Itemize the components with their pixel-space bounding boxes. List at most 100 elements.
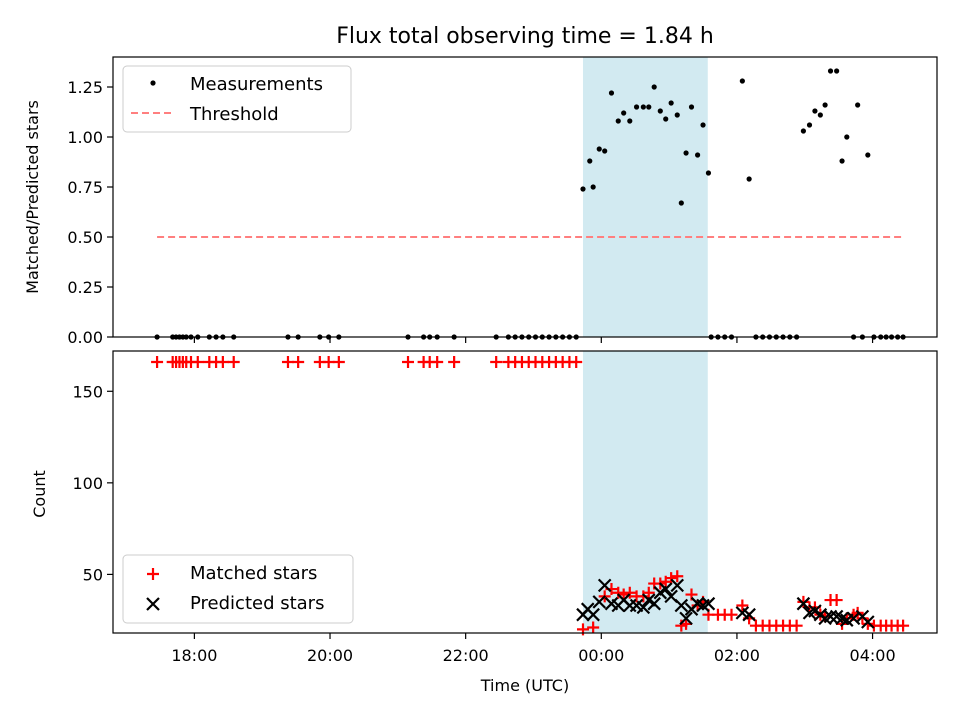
xtick-label: 02:00 [714,646,760,665]
predicted-star-marker [861,615,875,629]
measurement-point [812,108,818,114]
top-ytick-label: 0.75 [67,178,103,197]
matched-star-marker [642,586,655,599]
matched-star-marker [612,586,625,599]
measurement-point [855,102,861,108]
bottom-legend: Matched stars Predicted stars [122,554,354,624]
matched-star-marker [671,570,684,583]
measurement-point [668,100,674,106]
matched-star-marker [790,619,803,632]
matched-star-marker [332,355,345,368]
matched-star-marker [281,355,294,368]
measurement-point [590,184,596,190]
matched-star-marker [227,355,240,368]
predicted-star-marker [823,609,838,624]
measurement-point [633,104,640,110]
legend-matched-marker [147,568,159,580]
measurement-point [674,112,680,118]
matched-star-marker [797,595,810,608]
xtick-label: 18:00 [171,646,217,665]
predicted-star-marker [636,600,651,615]
matched-star-marker [292,355,305,368]
predicted-star-marker [658,582,673,596]
top-ytick-label: 1.00 [67,128,103,147]
measurement-point [580,186,586,192]
measurement-point [865,152,871,158]
matched-star-marker [431,355,444,368]
legend-predicted-label: Predicted stars [190,593,324,614]
matched-star-marker [191,355,204,368]
matched-star-marker [856,612,869,625]
measurement-point [822,102,828,108]
matched-star-marker [665,572,678,585]
measurement-point [621,110,627,116]
measurement-point [678,200,684,206]
measurement-point [827,68,834,74]
predicted-star-marker [701,596,716,611]
predicted-star-marker [674,598,689,613]
matched-star-marker [736,599,749,612]
predicted-star-marker [592,595,607,609]
measurement-point [700,122,706,128]
predicted-star-marker [679,611,693,626]
measurement-point [615,118,621,124]
measurement-point [587,158,593,164]
matched-star-marker [151,355,164,368]
predicted-star-marker [670,578,685,593]
top-panel: 0.00 0.25 0.50 0.75 1.00 1.25 Matched/Predict… [23,56,938,347]
bottom-ytick-label: 150 [72,382,103,401]
predicted-star-marker [586,607,600,622]
predicted-star-marker [796,596,811,611]
xtick-label: 04:00 [850,646,896,665]
matched-star-marker [861,617,874,630]
bottom-shaded-region [582,351,708,633]
bottom-ylabel: Count [30,470,49,518]
measurement-point [739,78,745,84]
matched-star-marker [402,355,415,368]
matched-star-marker [216,355,229,368]
measurement-point [705,170,712,176]
xtick-label: 20:00 [307,646,353,665]
bottom-ytick-label: 100 [72,474,103,493]
top-axes-frame [112,56,938,338]
measurement-point [657,108,663,114]
top-ytick-label: 0.00 [67,328,103,347]
measurement-point [602,148,608,154]
measurement-point [596,146,602,152]
matched-star-marker [830,594,843,607]
top-ytick-label: 0.50 [67,228,103,247]
legend-measurements-label: Measurements [190,74,323,95]
measurement-point [817,112,823,118]
measurement-point [688,104,695,110]
bottom-axes-frame [112,350,938,634]
xtick-label: 00:00 [578,646,624,665]
measurement-point [746,176,752,182]
bottom-legend-box [122,554,354,624]
legend-measurements-marker [150,80,156,86]
top-ylabel: Matched/Predicted stars [23,100,42,294]
matched-star-marker [897,619,910,632]
measurement-point [834,68,840,74]
matched-star-marker [725,608,738,621]
xlabel: Time (UTC) [480,676,569,695]
measurement-point [844,134,850,140]
legend-threshold-label: Threshold [189,104,279,125]
matched-star-marker [448,355,461,368]
matched-star-marker [623,586,636,599]
legend-matched-label: Matched stars [190,563,317,584]
measurement-point [646,104,652,110]
top-ytick-label: 0.25 [67,278,103,297]
xtick-label: 22:00 [443,646,489,665]
legend-predicted-marker [146,597,160,611]
measurement-point [663,116,669,122]
predicted-star-marker [597,578,612,593]
measurement-point [800,128,806,134]
matched-star-marker [570,355,583,368]
measurement-point [694,152,701,158]
measurement-point [651,84,657,90]
measurement-point [839,158,845,164]
top-shaded-region [582,57,708,337]
bottom-ytick-label: 50 [83,565,103,584]
